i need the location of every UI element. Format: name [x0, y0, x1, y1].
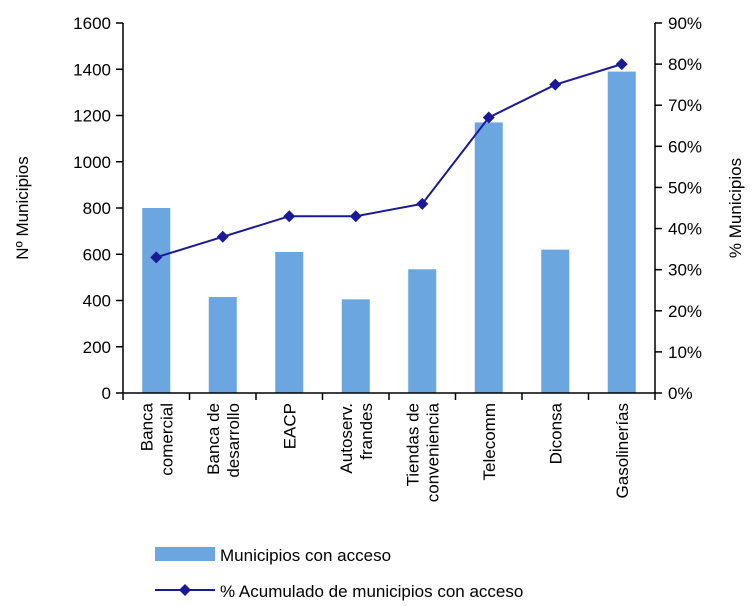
x-tick-label-3-0: Autoserv.: [337, 403, 356, 474]
right-tick-label-5: 50%: [668, 178, 702, 197]
cumulative-line: [155, 63, 623, 259]
x-tick-label-0-1: comercial: [157, 403, 176, 476]
right-tick-label-8: 80%: [668, 55, 702, 74]
right-tick-label-9: 90%: [668, 14, 702, 33]
left-tick-label-6: 1200: [73, 107, 111, 126]
bar-6: [541, 249, 570, 393]
x-tick-label-3-1: frandes: [357, 403, 376, 460]
right-axis: 0% 10% 20% 30% 40% 50% 60% 70% 80% 90%: [654, 14, 702, 403]
legend: Municipios con acceso % Acumulado de mun…: [155, 546, 523, 601]
y-axis-title: Nº Municipios: [13, 156, 32, 260]
bar-1: [208, 297, 237, 393]
bar-5: [474, 122, 503, 393]
x-tick-label-7-0: Gasolinerías: [613, 403, 632, 498]
right-tick-label-7: 70%: [668, 96, 702, 115]
line-marker-7: [615, 58, 628, 71]
left-tick-label-4: 800: [83, 199, 111, 218]
line-marker-6: [549, 78, 562, 91]
line-marker-0: [150, 251, 163, 264]
right-tick-label-6: 60%: [668, 137, 702, 156]
x-tick-label-6-0: Diconsa: [546, 402, 565, 464]
right-tick-label-3: 30%: [668, 261, 702, 280]
x-axis: Banca comercial Banca de desarrollo EACP Auto…: [122, 392, 656, 502]
x-tick-label-1-1: desarrollo: [224, 403, 243, 478]
line-marker-5: [482, 111, 495, 124]
left-tick-label-8: 1600: [73, 14, 111, 33]
line-marker-2: [283, 210, 296, 223]
left-tick-label-0: 0: [102, 384, 111, 403]
left-axis: 0 200 400 600 800 1000 1200 1400 1600: [73, 14, 124, 403]
legend-line-marker: [179, 584, 191, 596]
x-tick-label-4-0: Tiendas de: [403, 403, 422, 486]
left-tick-label-7: 1400: [73, 60, 111, 79]
left-tick-label-5: 1000: [73, 153, 111, 172]
right-tick-label-2: 20%: [668, 302, 702, 321]
right-tick-label-1: 10%: [668, 343, 702, 362]
legend-bar-label: Municipios con acceso: [220, 546, 391, 565]
legend-line-label: % Acumulado de municipios con acceso: [220, 582, 523, 601]
y2-axis-title: % Municipios: [726, 158, 745, 258]
left-tick-label-1: 200: [83, 338, 111, 357]
x-tick-label-1-0: Banca de: [204, 403, 223, 475]
line-marker-3: [349, 210, 362, 223]
line-marker-4: [416, 197, 429, 210]
bar-7: [607, 71, 636, 393]
plot-area: [142, 58, 636, 393]
x-tick-label-0-0: Banca: [137, 402, 156, 451]
x-tick-label-5-0: Telecomm: [480, 403, 499, 480]
bar-0: [142, 208, 171, 393]
bar-4: [408, 269, 437, 393]
bar-3: [341, 299, 370, 393]
left-tick-label-2: 400: [83, 292, 111, 311]
bar-2: [275, 251, 304, 393]
legend-bar-swatch: [155, 547, 215, 561]
right-tick-label-0: 0%: [668, 384, 693, 403]
x-tick-label-2-0: EACP: [280, 403, 299, 449]
right-tick-label-4: 40%: [668, 220, 702, 239]
x-tick-label-4-1: conveniencia: [423, 402, 442, 502]
left-tick-label-3: 600: [83, 245, 111, 264]
line-marker-1: [216, 230, 229, 243]
